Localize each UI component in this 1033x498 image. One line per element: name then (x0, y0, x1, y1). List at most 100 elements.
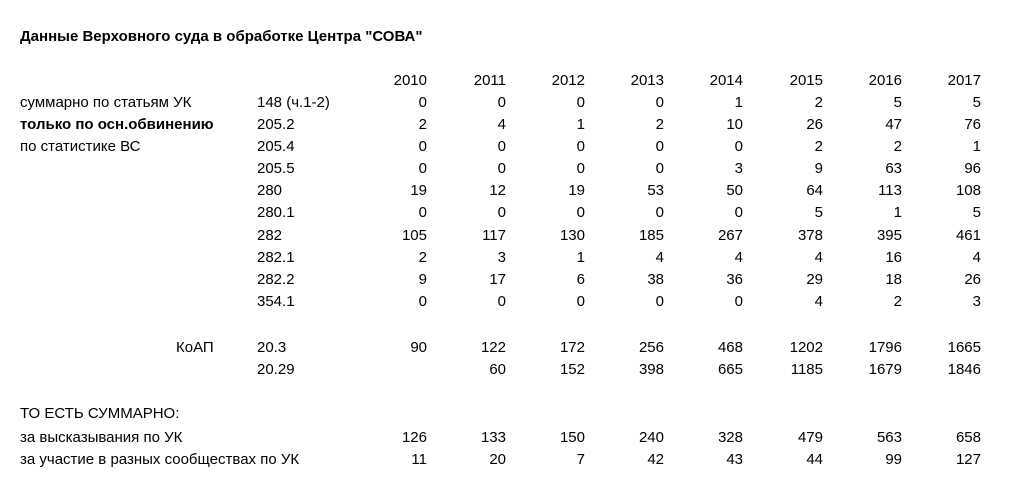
value-cell: 64 (806, 182, 823, 199)
value-cell: 42 (647, 451, 664, 468)
value-cell: 4 (972, 249, 981, 266)
value-cell: 0 (497, 138, 506, 155)
value-cell: 1679 (868, 361, 902, 378)
value-cell: 126 (401, 429, 427, 446)
value-cell: 36 (726, 271, 743, 288)
value-cell: 0 (418, 94, 427, 111)
table-row: суммарно по статьям УК 148 (ч.1-2) 0 0 0… (0, 92, 1033, 114)
table-row: 282.2 9 17 6 38 36 29 18 26 (0, 269, 1033, 291)
value-cell: 9 (814, 160, 823, 177)
table-row: только по осн.обвинению 205.2 2 4 1 2 10… (0, 114, 1033, 136)
value-cell: 63 (885, 160, 902, 177)
value-cell: 0 (576, 138, 585, 155)
article-code: 282.2 (257, 271, 295, 288)
article-code: 205.4 (257, 138, 295, 155)
value-cell: 1 (893, 204, 902, 221)
value-cell: 0 (497, 94, 506, 111)
value-cell: 0 (497, 160, 506, 177)
value-cell: 44 (806, 451, 823, 468)
value-cell: 26 (964, 271, 981, 288)
value-cell: 105 (401, 227, 427, 244)
value-cell: 1796 (868, 339, 902, 356)
table-row: 354.1 0 0 0 0 0 4 2 3 (0, 291, 1033, 313)
value-cell: 113 (878, 182, 902, 199)
value-cell: 5 (893, 94, 902, 111)
article-code: 280 (257, 182, 283, 199)
value-cell: 479 (797, 429, 823, 446)
value-cell: 5 (972, 204, 981, 221)
value-cell: 4 (814, 293, 823, 310)
value-cell: 665 (717, 361, 743, 378)
value-cell: 0 (418, 204, 427, 221)
value-cell: 5 (814, 204, 823, 221)
table-row: КоАП 20.3 90 122 172 256 468 1202 1796 1… (0, 337, 1033, 359)
value-cell: 0 (576, 204, 585, 221)
value-cell: 4 (655, 249, 664, 266)
year-header: 2016 (868, 72, 902, 89)
value-cell: 133 (480, 429, 506, 446)
value-cell: 29 (806, 271, 823, 288)
value-cell: 2 (814, 94, 823, 111)
value-cell: 256 (638, 339, 664, 356)
table-row: 280.1 0 0 0 0 0 5 1 5 (0, 202, 1033, 224)
value-cell: 378 (797, 227, 823, 244)
value-cell: 0 (655, 204, 664, 221)
value-cell: 6 (576, 271, 585, 288)
value-cell: 47 (885, 116, 902, 133)
value-cell: 2 (814, 138, 823, 155)
value-cell: 12 (489, 182, 506, 199)
value-cell: 7 (576, 451, 585, 468)
row-label: за участие в разных сообществах по УК (20, 451, 300, 468)
koap-label: КоАП (176, 339, 214, 356)
value-cell: 0 (418, 138, 427, 155)
value-cell: 1 (734, 94, 743, 111)
row-label: только по осн.обвинению (20, 116, 214, 133)
years-header-row: 2010 2011 2012 2013 2014 2015 2016 2017 (0, 70, 1033, 92)
value-cell: 563 (876, 429, 902, 446)
value-cell: 96 (964, 160, 981, 177)
value-cell: 150 (559, 429, 585, 446)
value-cell: 658 (955, 429, 981, 446)
value-cell: 0 (497, 293, 506, 310)
value-cell: 0 (576, 293, 585, 310)
value-cell: 1846 (947, 361, 981, 378)
value-cell: 19 (568, 182, 585, 199)
year-header: 2012 (551, 72, 585, 89)
value-cell: 185 (638, 227, 664, 244)
value-cell: 130 (559, 227, 585, 244)
year-header: 2017 (947, 72, 981, 89)
value-cell: 461 (955, 227, 981, 244)
value-cell: 17 (489, 271, 506, 288)
article-code: 205.5 (257, 160, 295, 177)
value-cell: 18 (885, 271, 902, 288)
table-row: за участие в разных сообществах по УК 11… (0, 449, 1033, 471)
value-cell: 60 (489, 361, 506, 378)
row-label: суммарно по статьям УК (20, 94, 192, 111)
value-cell: 0 (734, 293, 743, 310)
value-cell: 0 (655, 293, 664, 310)
table-row: 282 105 117 130 185 267 378 395 461 (0, 225, 1033, 247)
article-code: 205.2 (257, 116, 295, 133)
value-cell: 108 (955, 182, 981, 199)
value-cell: 3 (734, 160, 743, 177)
value-cell: 1185 (790, 361, 823, 378)
value-cell: 398 (638, 361, 664, 378)
table-row: 205.5 0 0 0 0 3 9 63 96 (0, 158, 1033, 180)
value-cell: 53 (647, 182, 664, 199)
value-cell: 9 (418, 271, 427, 288)
value-cell: 0 (576, 160, 585, 177)
value-cell: 2 (418, 249, 427, 266)
year-header: 2015 (789, 72, 823, 89)
article-code: 280.1 (257, 204, 295, 221)
value-cell: 50 (726, 182, 743, 199)
year-header: 2013 (630, 72, 664, 89)
value-cell: 90 (410, 339, 427, 356)
article-code: 20.29 (257, 361, 295, 378)
value-cell: 0 (655, 160, 664, 177)
value-cell: 172 (559, 339, 585, 356)
value-cell: 122 (480, 339, 506, 356)
value-cell: 328 (717, 429, 743, 446)
value-cell: 2 (893, 138, 902, 155)
article-code: 20.3 (257, 339, 287, 356)
